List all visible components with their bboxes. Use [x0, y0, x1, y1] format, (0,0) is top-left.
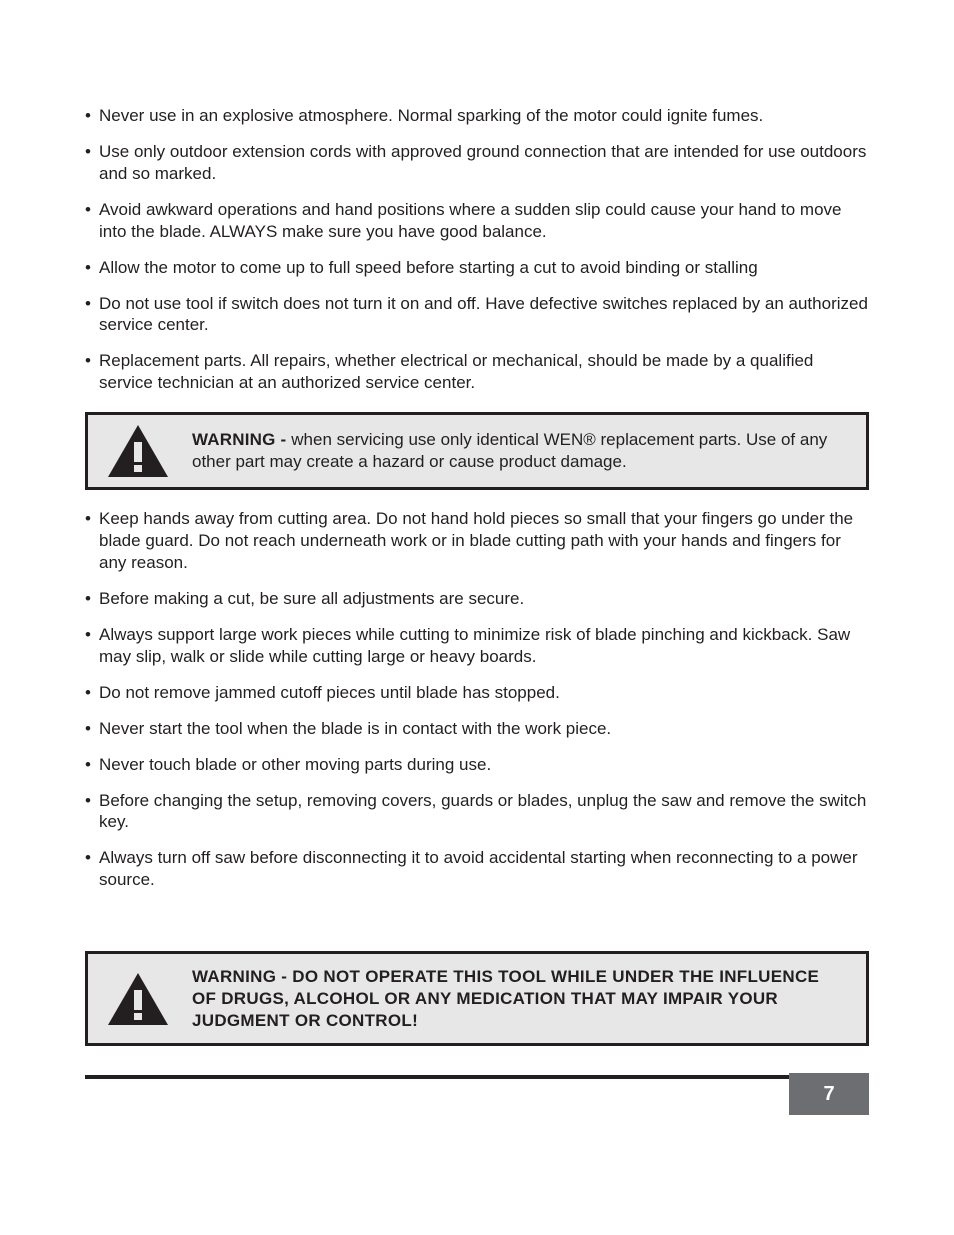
- safety-bullet-list-bottom: Keep hands away from cutting area. Do no…: [85, 508, 869, 891]
- spacer: [85, 909, 869, 939]
- warning-text-big: WARNING - DO NOT OPERATE THIS TOOL WHILE…: [192, 966, 826, 1031]
- page-number: 7: [823, 1083, 834, 1106]
- safety-bullet-item: Keep hands away from cutting area. Do no…: [85, 508, 869, 574]
- safety-bullet-item: Do not use tool if switch does not turn …: [85, 293, 869, 337]
- safety-bullet-item: Allow the motor to come up to full speed…: [85, 257, 869, 279]
- page-number-box: 7: [789, 1073, 869, 1115]
- safety-bullet-item: Before making a cut, be sure all adjustm…: [85, 588, 869, 610]
- warning-lead: WARNING -: [192, 430, 291, 449]
- safety-bullet-item: Never touch blade or other moving parts …: [85, 754, 869, 776]
- safety-bullet-item: Use only outdoor extension cords with ap…: [85, 141, 869, 185]
- warning-triangle-icon: [104, 423, 172, 479]
- warning-box-replacement-parts: WARNING - when servicing use only identi…: [85, 412, 869, 490]
- safety-bullet-item: Always support large work pieces while c…: [85, 624, 869, 668]
- safety-bullet-item: Never start the tool when the blade is i…: [85, 718, 869, 740]
- page-footer: 7: [85, 1073, 869, 1115]
- safety-bullet-item: Always turn off saw before disconnecting…: [85, 847, 869, 891]
- warning-text: WARNING - when servicing use only identi…: [192, 429, 848, 473]
- safety-bullet-item: Before changing the setup, removing cove…: [85, 790, 869, 834]
- safety-bullet-item: Never use in an explosive atmosphere. No…: [85, 105, 869, 127]
- manual-page: Never use in an explosive atmosphere. No…: [0, 0, 954, 1235]
- safety-bullet-list-top: Never use in an explosive atmosphere. No…: [85, 105, 869, 394]
- footer-rule: [85, 1075, 869, 1079]
- safety-bullet-item: Do not remove jammed cutoff pieces until…: [85, 682, 869, 704]
- warning-triangle-icon: [104, 971, 172, 1027]
- safety-bullet-item: Replacement parts. All repairs, whether …: [85, 350, 869, 394]
- safety-bullet-item: Avoid awkward operations and hand positi…: [85, 199, 869, 243]
- warning-box-impairment: WARNING - DO NOT OPERATE THIS TOOL WHILE…: [85, 951, 869, 1046]
